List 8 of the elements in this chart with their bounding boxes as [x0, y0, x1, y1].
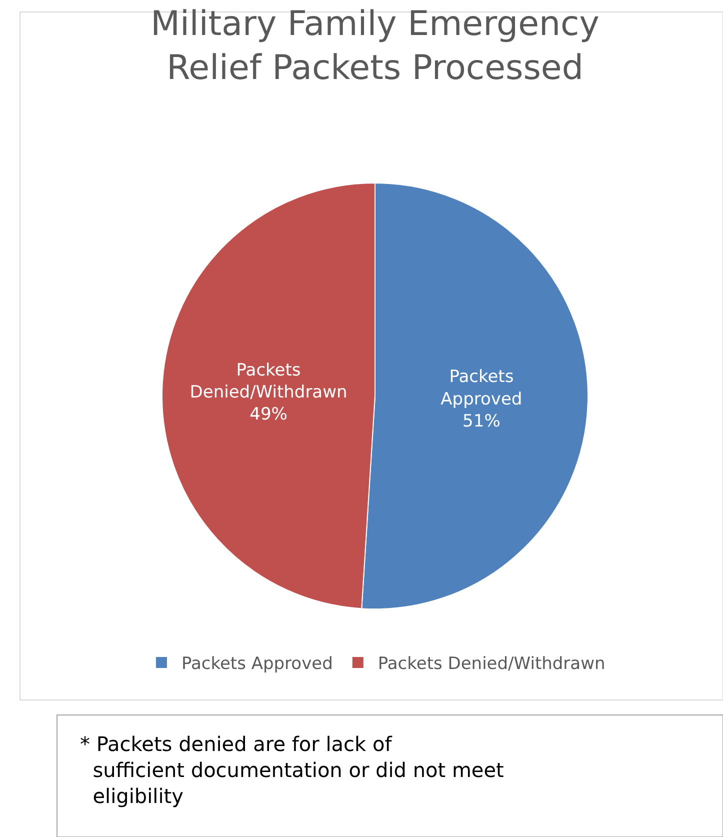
data-label: 51% [462, 411, 500, 432]
legend-label: Packets Denied/Withdrawn [378, 654, 606, 674]
chart-title: Military Family Emergency Relief Packets Processed [150, 4, 600, 88]
data-label: 49% [250, 404, 288, 425]
slice-label: Packets Denied/Withdrawn [190, 360, 348, 403]
slice-label: Packets Approved [440, 367, 522, 410]
legend-label: Packets Approved [181, 654, 333, 674]
text: * Packets denied are for lack of sufficient documentation or did not meet eligibility [80, 732, 504, 808]
